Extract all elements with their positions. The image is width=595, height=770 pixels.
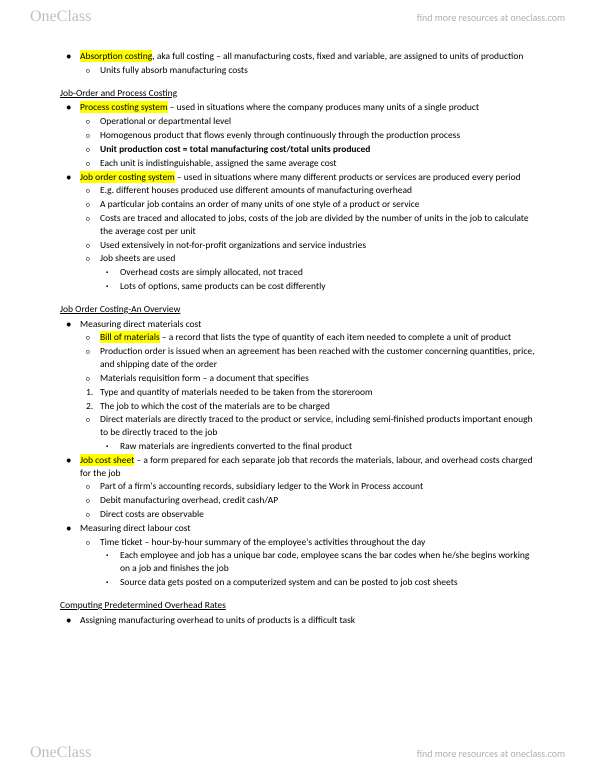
- item-accounting-records: Part of a firm's accounting records, sub…: [60, 480, 535, 493]
- item-operational: Operational or departmental level: [60, 115, 535, 128]
- heading-overview: Job Order Costing-An Overview: [60, 303, 535, 316]
- item-job-order: Job order costing system – used in situa…: [60, 171, 535, 184]
- term-process-costing: Process costing system: [80, 101, 168, 113]
- item-jobsheets: Job sheets are used: [60, 252, 535, 265]
- number-1: 1.: [86, 386, 93, 399]
- footer-logo: OneClass: [30, 744, 91, 762]
- footer-tagline: find more resources at oneclass.com: [417, 747, 565, 760]
- item-source-data: Source data gets posted on a computerize…: [60, 576, 535, 589]
- item-job-cost-sheet: Job cost sheet – a form prepared for eac…: [60, 454, 535, 480]
- item-homogenous: Homogenous product that flows evenly thr…: [60, 129, 535, 142]
- item-costs-traced: Costs are traced and allocated to jobs, …: [60, 212, 535, 238]
- item-assigning-overhead: Assigning manufacturing overhead to unit…: [60, 614, 535, 627]
- item-debit: Debit manufacturing overhead, credit cas…: [60, 494, 535, 507]
- section-joborder-process: Process costing system – used in situati…: [60, 101, 535, 292]
- item-direct-labour: Measuring direct labour cost: [60, 522, 535, 535]
- def-process-costing: – used in situations where the company p…: [168, 101, 479, 113]
- item-houses: E.g. different houses produced use diffe…: [60, 184, 535, 197]
- def-job-cost-sheet: – a form prepared for each separate job …: [80, 454, 533, 479]
- footer-logo-part1: One: [30, 744, 57, 761]
- section-absorption: Absorption costing, aka full costing – a…: [60, 50, 535, 77]
- item-production-order: Production order is issued when an agree…: [60, 345, 535, 371]
- item-absorption-costing: Absorption costing, aka full costing – a…: [60, 50, 535, 63]
- item-req-1: 1. Type and quantity of materials needed …: [60, 386, 535, 399]
- def-absorption: , aka full costing – all manufacturing c…: [152, 50, 523, 62]
- item-absorb: Units fully absorb manufacturing costs: [60, 64, 535, 77]
- term-absorption: Absorption costing: [80, 50, 152, 62]
- term-job-cost-sheet: Job cost sheet: [80, 454, 134, 466]
- heading-overhead-rates: Computing Predetermined Overhead Rates: [60, 599, 535, 612]
- page-header: OneClass find more resources at oneclass…: [0, 0, 595, 34]
- item-bill-materials: Bill of materials – a record that lists …: [60, 331, 535, 344]
- item-direct-observable: Direct costs are observable: [60, 508, 535, 521]
- item-unit-cost: Unit production cost = total manufacturi…: [60, 143, 535, 156]
- section-overhead-rates: Assigning manufacturing overhead to unit…: [60, 614, 535, 627]
- page-footer: OneClass find more resources at oneclass…: [0, 736, 595, 770]
- item-overhead-allocated: Overhead costs are simply allocated, not…: [60, 266, 535, 279]
- number-2: 2.: [86, 400, 93, 413]
- item-direct-materials: Measuring direct materials cost: [60, 318, 535, 331]
- item-requisition: Materials requisition form – a document …: [60, 372, 535, 385]
- logo-part2: Class: [57, 8, 92, 25]
- header-tagline: find more resources at oneclass.com: [417, 11, 565, 24]
- item-particular-job: A particular job contains an order of ma…: [60, 198, 535, 211]
- formula-unit-cost: Unit production cost = total manufacturi…: [100, 143, 370, 155]
- item-raw-materials: Raw materials are ingredients converted …: [60, 440, 535, 453]
- item-direct-traced: Direct materials are directly traced to …: [60, 413, 535, 439]
- item-process-costing: Process costing system – used in situati…: [60, 101, 535, 114]
- footer-logo-part2: Class: [57, 744, 92, 761]
- item-req-2: 2. The job to which the cost of the mater…: [60, 400, 535, 413]
- heading-joborder-process: Job-Order and Process Costing: [60, 87, 535, 100]
- def-bill-materials: – a record that lists the type of quanti…: [160, 331, 511, 343]
- logo-part1: One: [30, 8, 57, 25]
- item-options: Lots of options, same products can be co…: [60, 280, 535, 293]
- document-content: Absorption costing, aka full costing – a…: [0, 0, 595, 685]
- item-barcode: Each employee and job has a unique bar c…: [60, 549, 535, 575]
- item-time-ticket: Time ticket – hour-by-hour summary of th…: [60, 536, 535, 549]
- term-bill-materials: Bill of materials: [100, 331, 160, 343]
- req-2-text: The job to which the cost of the materia…: [100, 400, 330, 412]
- req-1-text: Type and quantity of materials needed to…: [100, 386, 373, 398]
- item-indistinguishable: Each unit is indistinguishable, assigned…: [60, 157, 535, 170]
- item-nonprofit: Used extensively in not-for-profit organ…: [60, 239, 535, 252]
- term-job-order: Job order costing system: [80, 171, 175, 183]
- section-overview: Measuring direct materials cost Bill of …: [60, 318, 535, 589]
- brand-logo: OneClass: [30, 8, 91, 26]
- def-job-order: – used in situations where many differen…: [175, 171, 521, 183]
